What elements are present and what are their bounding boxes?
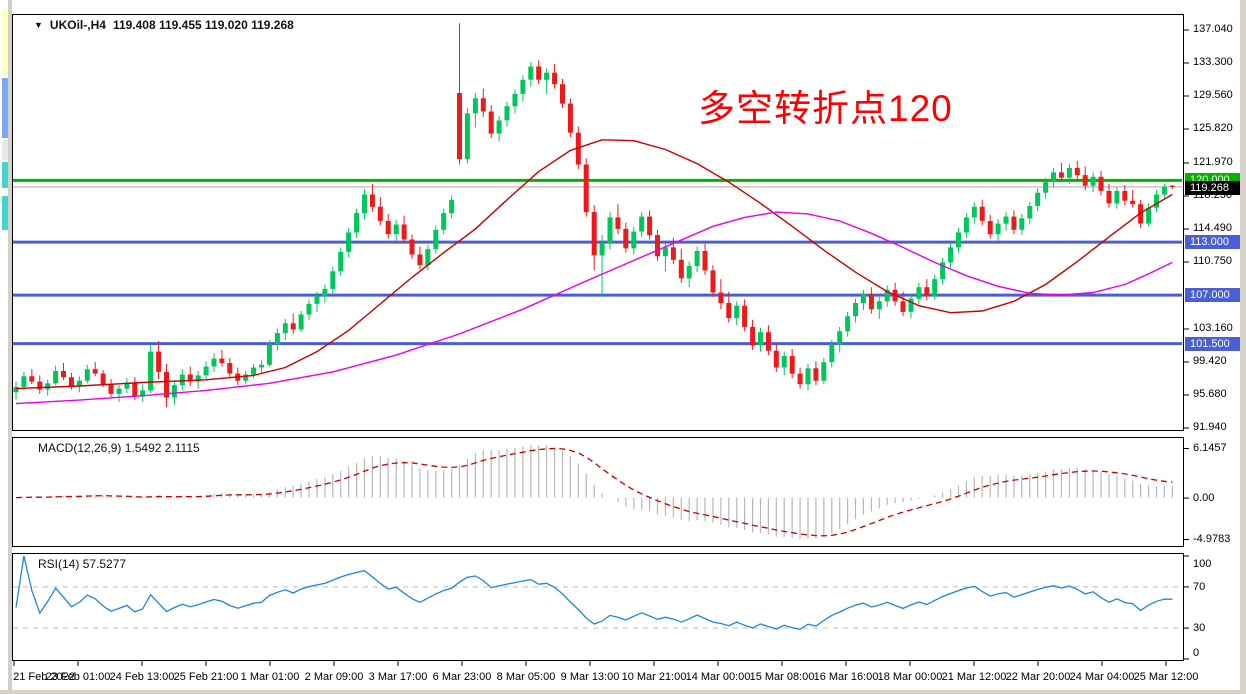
macd-values: 1.5492 2.1115 [124,441,200,455]
price-axis-tick-label: 129.560 [1193,89,1233,101]
price-axis-tick-label: 95.680 [1193,387,1227,400]
time-axis-tick-label: 8 Mar 05:00 [496,671,556,683]
time-axis-tick-label: 16 Mar 16:00 [813,671,879,683]
window-bottom-margin [0,690,1246,694]
time-axis-tick-label: 21 Mar 12:00 [941,671,1007,683]
rsi-axis-label: 30 [1193,622,1206,635]
time-axis-tick-label: 24 Mar 04:00 [1069,671,1135,683]
time-axis-tick-label: 15 Mar 08:00 [749,671,815,683]
price-axis-tick-label: 110.750 [1193,255,1232,267]
panel-splitter-vertical[interactable] [8,0,12,694]
price-level-label: 101.500 [1185,336,1240,351]
time-axis-tick-label: 2 Mar 09:00 [304,671,364,683]
macd-axis-label: 6.1457 [1193,442,1227,454]
chevron-down-icon[interactable]: ▼ [34,20,43,30]
time-axis-tick-label: 3 Mar 17:00 [368,671,428,683]
time-axis-tick-label: 22 Mar 20:00 [1005,671,1071,683]
price-level-label: 107.000 [1185,288,1240,303]
time-axis-tick-label: 25 Mar 12:00 [1133,671,1199,683]
time-axis-tick-label: 25 Feb 21:00 [173,671,239,683]
price-axis-tick-label: 99.420 [1193,354,1227,367]
time-axis-tick-label: 10 Mar 21:00 [621,671,687,683]
chart-annotation-text: 多空转折点120 [698,88,953,129]
rsi-axis-label: 100 [1193,558,1212,570]
rsi-indicator-pane[interactable] [12,553,1184,661]
price-axis-tick-label: 103.160 [1193,321,1233,334]
rsi-label: RSI(14) 57.5277 [38,557,126,571]
price-chart-pane[interactable] [12,14,1184,431]
left-edge-panel-sliver [0,0,8,694]
price-axis-tick-label: 121.970 [1193,155,1233,168]
ohlc-quote-label: 119.408 119.455 119.020 119.268 [112,18,294,32]
macd-label: MACD(12,26,9) 1.5492 2.1115 [38,441,200,455]
price-axis-tick-label: 137.040 [1193,23,1233,35]
time-axis-tick-label: 21 Feb 2022 [13,671,75,683]
rsi-axis-label: 70 [1193,580,1206,593]
time-axis-tick-label: 24 Feb 13:00 [109,671,175,683]
macd-axis-label: 0.00 [1193,491,1215,504]
symbol-timeframe-label: UKOil-,H4 [49,18,106,32]
time-axis-tick-label: 1 Mar 01:00 [240,671,300,683]
time-axis-tick-label: 6 Mar 23:00 [432,671,492,683]
window-right-margin [1240,0,1246,694]
rsi-axis-label: 0 [1193,647,1200,659]
current-price-label: 119.268 [1185,180,1240,195]
time-axis-tick-label: 23 Feb 01:00 [45,671,111,683]
price-axis-tick-label: 114.490 [1193,222,1232,234]
macd-axis-label: -4.9783 [1193,533,1231,545]
rsi-value: 57.5277 [82,557,127,571]
macd-name: MACD(12,26,9) [38,441,122,455]
price-axis-tick-label: 133.300 [1193,56,1233,68]
rsi-name: RSI(14) [38,557,80,571]
time-axis-tick-label: 9 Mar 13:00 [560,671,620,683]
chart-title-bar: ▼ UKOil-,H4 119.408 119.455 119.020 119.… [34,18,294,32]
time-axis-tick-label: 18 Mar 00:00 [877,671,943,683]
price-level-label: 113.000 [1185,235,1240,250]
price-axis-tick-label: 91.940 [1193,421,1227,433]
price-axis-tick-label: 125.820 [1193,122,1233,134]
time-axis-tick-label: 14 Mar 00:00 [685,671,751,683]
